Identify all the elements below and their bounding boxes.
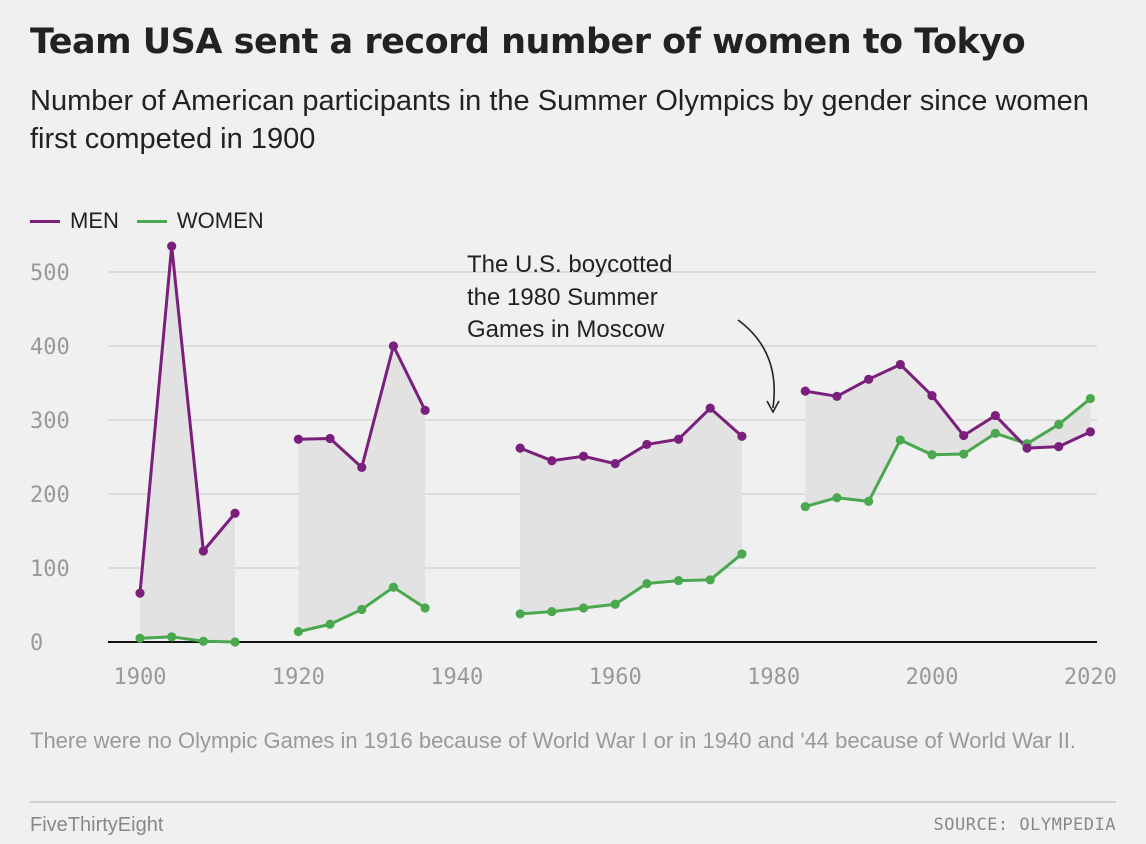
annotation-line-2: the 1980 Summer [467, 284, 658, 311]
women-line-segment-0 [139, 635, 236, 644]
men-point-1912 [230, 508, 240, 518]
women-point-2008 [990, 428, 1000, 438]
women-point-1960 [610, 599, 620, 609]
women-point-1952 [547, 607, 557, 617]
men-point-1932 [388, 341, 399, 351]
women-point-1968 [673, 575, 684, 586]
women-point-1972 [705, 575, 715, 585]
men-point-1948 [515, 443, 525, 453]
men-point-1956 [578, 451, 589, 461]
men-point-1992 [864, 374, 874, 384]
footer-divider [30, 801, 1116, 803]
legend: MEN WOMEN [30, 206, 282, 236]
men-point-2012 [1022, 443, 1032, 453]
women-point-1928 [357, 604, 367, 615]
men-line-segment-0 [138, 244, 237, 594]
annotation-line-1: The U.S. boycotted [467, 251, 672, 278]
brand-logo-text: FiveThirtyEight [30, 814, 164, 836]
women-point-2000 [927, 450, 937, 460]
men-point-1936 [420, 405, 430, 415]
legend-swatch-women [136, 219, 167, 223]
men-point-1972 [705, 403, 715, 413]
women-point-1984 [800, 501, 810, 512]
men-point-2016 [1054, 442, 1064, 452]
men-point-1976 [737, 431, 747, 441]
chart-subtitle: Number of American participants in the S… [30, 85, 1089, 155]
women-point-1920 [293, 627, 303, 637]
women-point-1948 [515, 609, 525, 619]
x-tick-label-1980: 1980 [747, 665, 800, 690]
women-point-1912 [230, 637, 240, 647]
men-point-1904 [167, 241, 177, 251]
men-point-2008 [990, 410, 1000, 421]
x-tick-label-1940: 1940 [430, 665, 483, 690]
men-point-1952 [547, 456, 557, 466]
men-point-2020 [1085, 427, 1095, 437]
y-tick-label-500: 500 [30, 261, 70, 286]
gap-area-1 [298, 346, 426, 632]
men-point-1984 [800, 386, 810, 396]
women-point-1976 [737, 549, 747, 559]
x-tick-label-2020: 2020 [1064, 665, 1117, 690]
women-point-1908 [198, 636, 208, 646]
women-point-2016 [1054, 419, 1064, 430]
men-point-2000 [927, 390, 937, 401]
men-point-2004 [959, 430, 969, 441]
x-tick-label-1920: 1920 [272, 665, 325, 690]
women-point-1992 [864, 496, 874, 506]
legend-label-women: WOMEN [176, 208, 264, 233]
data-points [135, 241, 1095, 647]
chart-title: Team USA sent a record number of women t… [30, 22, 1026, 62]
women-point-1936 [420, 603, 430, 613]
annotation-arrowhead [766, 400, 780, 414]
men-point-1928 [357, 462, 367, 472]
x-tick-label-2000: 2000 [906, 665, 959, 690]
source-credit: SOURCE: OLYMPEDIA [933, 815, 1116, 835]
women-point-1932 [388, 582, 399, 592]
y-tick-label-300: 300 [30, 409, 70, 434]
y-tick-label-400: 400 [30, 335, 70, 360]
women-point-1924 [325, 619, 335, 629]
legend-item-men: MEN [30, 208, 119, 234]
tick-labels: 0 100 200 300 400 500 1900 1920 1940 1960 1980 2000… [30, 261, 1117, 690]
women-point-2004 [959, 449, 969, 459]
y-tick-label-100: 100 [30, 557, 70, 582]
men-point-1960 [610, 459, 620, 469]
men-point-1924 [325, 433, 335, 444]
men-point-1964 [642, 439, 652, 450]
women-line-segment-2 [520, 552, 743, 616]
women-point-1988 [832, 493, 842, 503]
women-point-1900 [135, 633, 145, 643]
women-point-1996 [895, 435, 905, 445]
men-line-segment-2 [519, 406, 743, 466]
men-point-1908 [198, 546, 208, 556]
men-line-segment-3 [805, 363, 1092, 450]
footnote: There were no Olympic Games in 1916 beca… [30, 728, 1077, 753]
legend-item-women: WOMEN [136, 208, 264, 234]
legend-label-men: MEN [70, 208, 119, 233]
men-point-1920 [293, 434, 303, 444]
y-tick-label-0: 0 [30, 631, 43, 656]
gap-area-3 [805, 364, 1091, 507]
x-tick-label-1900: 1900 [114, 665, 167, 690]
y-tick-label-200: 200 [30, 483, 70, 508]
annotation-line-3: Games in Moscow [467, 316, 665, 343]
women-point-1964 [642, 578, 652, 589]
annotation-arrow [737, 319, 776, 409]
gap-area-2 [520, 408, 742, 614]
men-point-1996 [895, 359, 905, 370]
men-point-1968 [673, 434, 684, 444]
men-point-1988 [832, 391, 842, 401]
women-point-2020 [1085, 393, 1095, 404]
x-tick-label-1960: 1960 [589, 665, 642, 690]
men-point-1900 [135, 588, 145, 598]
women-point-1904 [167, 632, 177, 642]
annotation: The U.S. boycotted the 1980 Summer Games… [467, 251, 780, 414]
women-point-1956 [578, 603, 589, 613]
legend-swatch-men [30, 219, 60, 223]
women-line-segment-3 [804, 397, 1092, 509]
